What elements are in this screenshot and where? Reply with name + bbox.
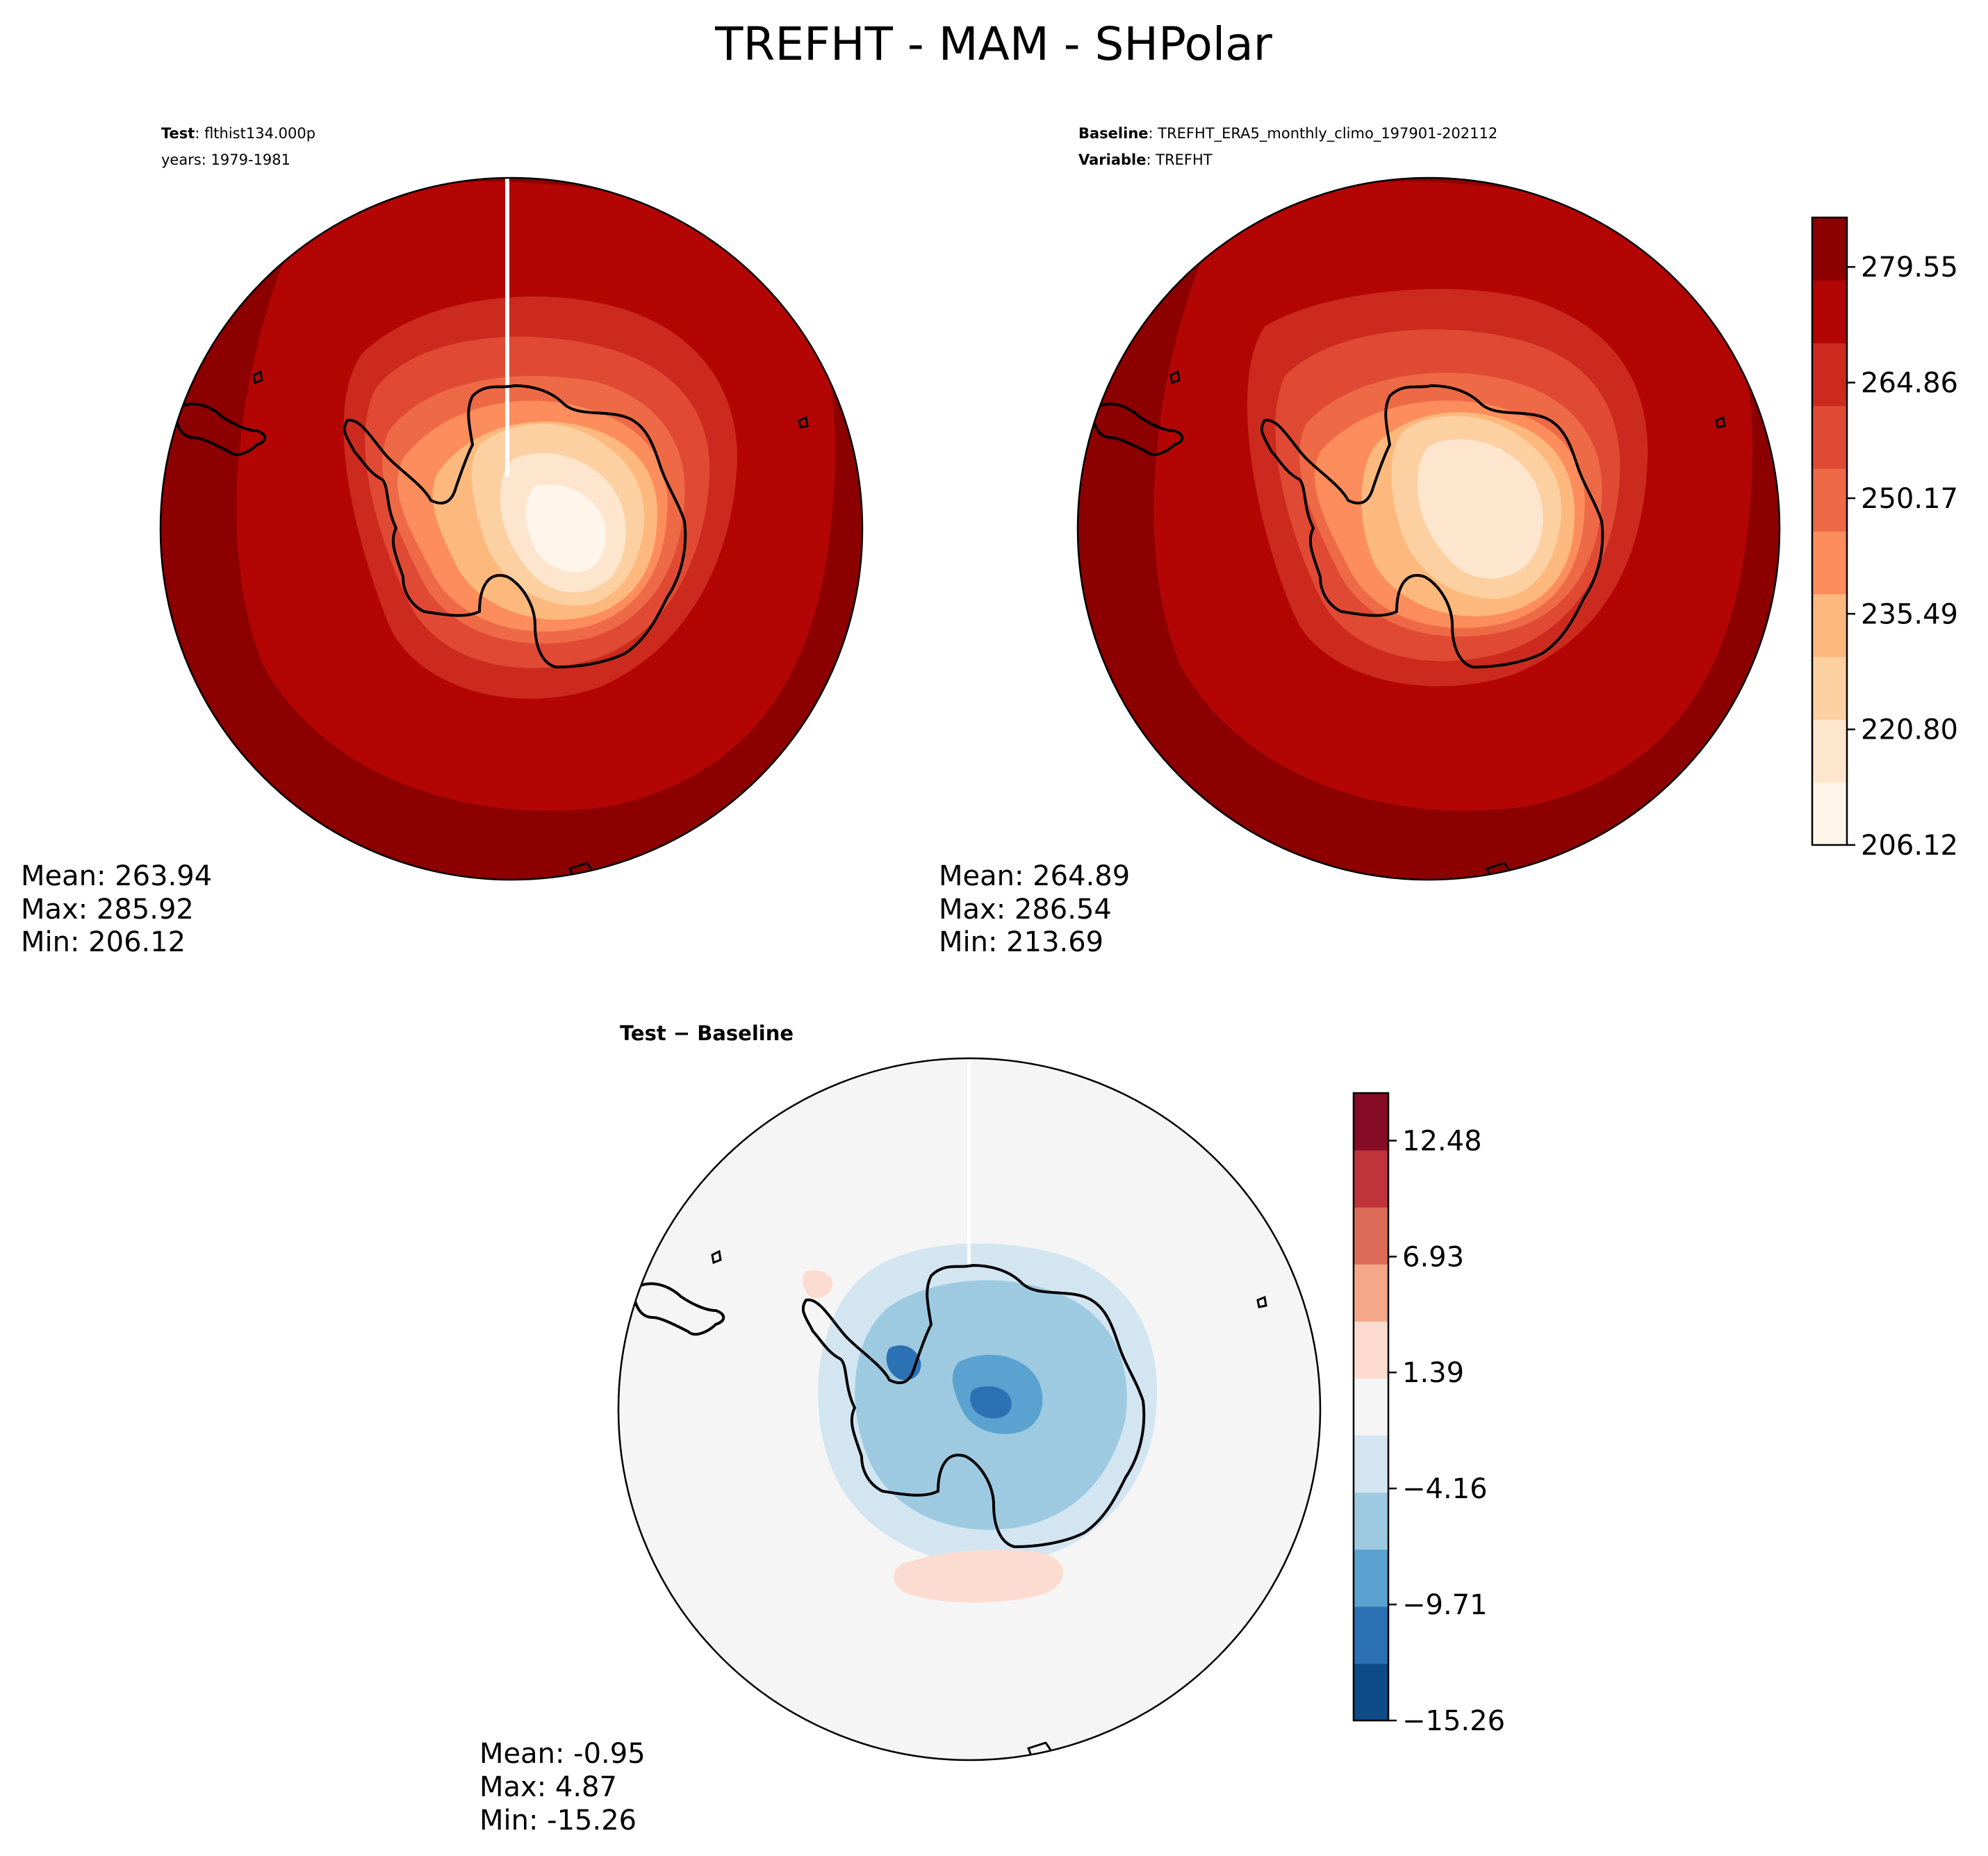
antarctica-coastline	[343, 384, 687, 669]
antarctica-coastline	[801, 1263, 1146, 1549]
diff-max: Max: 4.87	[479, 1771, 617, 1803]
diff-map	[618, 1058, 1320, 1760]
abs-colorbar-swatch	[1812, 531, 1847, 595]
diff-title: Test − Baseline	[620, 1021, 794, 1045]
diff-min: Min: -15.26	[479, 1805, 636, 1837]
abs-colorbar-tick-label: 235.49	[1861, 598, 1958, 630]
abs-colorbar-swatch	[1812, 405, 1847, 469]
test-mean: Mean: 263.94	[21, 860, 212, 892]
abs-colorbar-swatch	[1812, 468, 1847, 532]
abs-colorbar-tick-label: 250.17	[1861, 483, 1958, 515]
colorbar-difference: −15.26 −9.71 −4.16 1.39 6.93 12.48	[1352, 1092, 1505, 1737]
south-america-coastline	[1089, 402, 1184, 457]
contour-band-0	[525, 484, 607, 573]
diff-colorbar-swatch	[1354, 1093, 1388, 1151]
diff-colorbar-tick-label: 6.93	[1402, 1241, 1464, 1273]
diff-band-pink-west	[803, 1270, 833, 1299]
abs-colorbar-swatch	[1812, 343, 1847, 406]
diff-colorbar-tick-label: −4.16	[1402, 1473, 1488, 1505]
diff-colorbar-swatch	[1354, 1378, 1388, 1436]
antarctica-coastline	[1260, 384, 1604, 669]
abs-colorbar-tick-label: 264.86	[1861, 368, 1958, 400]
baseline-variable: Variable: TREFHT	[1078, 151, 1213, 168]
abs-colorbar-frame	[1811, 216, 1848, 846]
data-gap-stripe	[505, 178, 509, 477]
baseline-mean: Mean: 264.89	[939, 860, 1130, 892]
test-label-value: : flthist134.000p	[195, 125, 315, 142]
test-panel: Test: flthist134.000p years: 1979-1981 M…	[21, 125, 864, 958]
diff-colorbar-swatch	[1354, 1207, 1388, 1265]
diff-panel: Test − Baseline Mean: -0.95 Max: 4.87 Mi…	[479, 1021, 1322, 1837]
diff-colorbar-frame	[1352, 1092, 1390, 1722]
diff-map-boundary	[617, 1057, 1322, 1761]
diff-colorbar-swatch	[1354, 1663, 1388, 1721]
abs-colorbar-swatch	[1812, 280, 1847, 344]
test-min: Min: 206.12	[21, 926, 186, 958]
abs-colorbar-tick-label: 279.55	[1861, 252, 1958, 284]
test-years: years: 1979-1981	[161, 151, 290, 168]
abs-colorbar-tick-label: 206.12	[1861, 830, 1958, 862]
figure-title: TREFHT - MAM - SHPolar	[714, 17, 1273, 71]
baseline-map	[1078, 178, 1780, 880]
diff-colorbar-swatch	[1354, 1435, 1388, 1493]
diff-colorbar-tick-label: 12.48	[1402, 1125, 1482, 1157]
test-map	[161, 178, 862, 880]
test-label-bold: Test	[161, 125, 195, 142]
abs-colorbar-swatch	[1812, 657, 1847, 720]
diff-band-dark-blue	[970, 1386, 1012, 1419]
abs-colorbar-tick-label: 220.80	[1861, 714, 1958, 746]
diff-colorbar-tick-label: −9.71	[1402, 1589, 1488, 1621]
south-america-coastline	[630, 1282, 725, 1336]
diff-colorbar-swatch	[1354, 1492, 1388, 1550]
baseline-max: Max: 286.54	[939, 894, 1112, 926]
baseline-label-bold: Baseline	[1078, 125, 1149, 142]
abs-colorbar-swatch	[1812, 719, 1847, 783]
diff-mean: Mean: -0.95	[479, 1738, 646, 1770]
baseline-panel: Baseline: TREFHT_ERA5_monthly_climo_1979…	[939, 125, 1781, 958]
baseline-map-boundary	[1076, 176, 1781, 881]
colorbar-absolute: 206.12 220.80 235.49 250.17 264.86 279.55	[1811, 216, 1958, 862]
diff-colorbar-tick-label: −15.26	[1402, 1705, 1505, 1737]
test-label: Test: flthist134.000p	[161, 125, 315, 142]
diff-colorbar-swatch	[1354, 1606, 1388, 1664]
baseline-variable-value: : TREFHT	[1146, 151, 1212, 168]
baseline-variable-bold: Variable	[1078, 151, 1146, 168]
diff-colorbar-swatch	[1354, 1264, 1388, 1322]
contour-band-1	[1418, 439, 1543, 579]
test-map-boundary	[159, 176, 864, 881]
diff-colorbar-swatch	[1354, 1321, 1388, 1379]
data-gap-stripe	[967, 1060, 971, 1268]
abs-colorbar-swatch	[1812, 593, 1847, 657]
diff-colorbar-tick-label: 1.39	[1402, 1357, 1464, 1389]
test-max: Max: 285.92	[21, 894, 194, 926]
diff-band-pink-south	[894, 1550, 1063, 1603]
baseline-label-value: : TREFHT_ERA5_monthly_climo_197901-20211…	[1149, 125, 1498, 142]
diff-colorbar-swatch	[1354, 1549, 1388, 1607]
baseline-min: Min: 213.69	[939, 926, 1103, 958]
south-america-coastline	[172, 402, 267, 457]
diff-colorbar-swatch	[1354, 1150, 1388, 1208]
baseline-label: Baseline: TREFHT_ERA5_monthly_climo_1979…	[1078, 125, 1497, 142]
abs-colorbar-swatch	[1812, 782, 1847, 846]
abs-colorbar-swatch	[1812, 217, 1847, 281]
